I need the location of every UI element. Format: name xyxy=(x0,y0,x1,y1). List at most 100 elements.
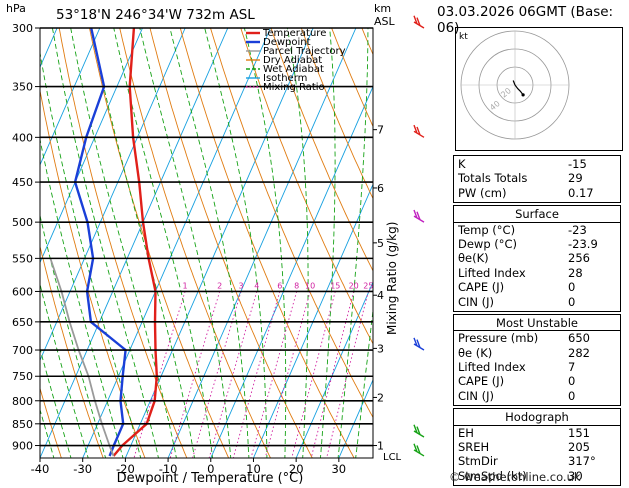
index-value: 0.17 xyxy=(568,186,616,200)
temperature-tick-label: -30 xyxy=(73,462,92,476)
location-label: 53°18'N 246°34'W 732m ASL xyxy=(56,7,255,23)
surface-value: 0 xyxy=(568,295,616,309)
index-value: -15 xyxy=(568,157,616,171)
hodograph-title: Hodograph xyxy=(454,410,620,424)
wind-barb-icon xyxy=(414,338,424,350)
wet-adiabat-line xyxy=(36,28,142,460)
pressure-tick-label: 850 xyxy=(12,418,33,431)
lcl-label: LCL xyxy=(383,452,402,463)
unstable-value: 0 xyxy=(568,374,616,388)
mixing-ratio-label: 20 xyxy=(349,281,359,290)
index-value: 29 xyxy=(568,171,616,185)
hodo-key: SREH xyxy=(458,440,568,454)
pressure-tick-label: 700 xyxy=(12,344,33,357)
unstable-row: CIN (J)0 xyxy=(454,389,620,403)
surface-row: CAPE (J)0 xyxy=(454,280,620,294)
hodo-value: 205 xyxy=(568,440,616,454)
legend-label: Mixing Ratio xyxy=(263,82,325,93)
pressure-tick-label: 550 xyxy=(12,252,33,265)
index-row: PW (cm)0.17 xyxy=(454,186,620,200)
pressure-tick-label: 500 xyxy=(12,216,33,229)
mixing-ratio-label: 4 xyxy=(254,281,259,290)
mixing-ratio-label: 3 xyxy=(239,281,244,290)
index-key: Totals Totals xyxy=(458,171,568,185)
index-key: PW (cm) xyxy=(458,186,568,200)
km-tick-label: 2 xyxy=(377,391,384,404)
hodograph-frame xyxy=(455,27,623,151)
surface-row: θe(K)256 xyxy=(454,251,620,265)
copyright-label: © weatheronline.co.uk xyxy=(449,470,581,484)
wet-adiabat-line xyxy=(114,28,213,460)
mixing-ratio-label: 2 xyxy=(217,281,222,290)
pressure-tick-label: 750 xyxy=(12,370,33,383)
hodo-value: 317° xyxy=(568,454,616,468)
index-key: K xyxy=(458,157,568,171)
wet-adiabat-line xyxy=(205,28,267,460)
unstable-key: CAPE (J) xyxy=(458,374,568,388)
pressure-tick-label: 300 xyxy=(12,22,33,35)
temperature-tick-label: 30 xyxy=(331,462,346,476)
temperature-tick-label: -40 xyxy=(31,462,50,476)
km-tick-label: 1 xyxy=(377,440,384,453)
wind-barb-icon xyxy=(414,425,424,437)
pressure-tick-label: 450 xyxy=(12,176,33,189)
km-tick-label: 5 xyxy=(377,237,384,250)
unstable-key: Pressure (mb) xyxy=(458,331,568,345)
wind-barb-icon xyxy=(414,210,424,222)
km-unit-label: km xyxy=(374,2,391,15)
surface-row: Dewp (°C)-23.9 xyxy=(454,237,620,251)
km-tick-label: 3 xyxy=(377,342,384,355)
pressure-unit-label: hPa xyxy=(6,2,26,15)
most-unstable-title: Most Unstable xyxy=(454,316,620,330)
wind-barb-icon xyxy=(414,16,424,28)
unstable-key: Lifted Index xyxy=(458,360,568,374)
wet-adiabat-line xyxy=(0,28,72,460)
surface-row: CIN (J)0 xyxy=(454,295,620,309)
mixing-ratio-label: 1 xyxy=(183,281,188,290)
mixing-ratio-label: 10 xyxy=(305,281,315,290)
unstable-value: 7 xyxy=(568,360,616,374)
hodo-key: EH xyxy=(458,426,568,440)
surface-key: CAPE (J) xyxy=(458,280,568,294)
unstable-value: 282 xyxy=(568,346,616,360)
x-axis-title: Dewpoint / Temperature (°C) xyxy=(117,471,304,486)
unstable-key: CIN (J) xyxy=(458,389,568,403)
unstable-row: θe (K)282 xyxy=(454,346,620,360)
surface-key: Dewp (°C) xyxy=(458,237,568,251)
isotherm-line xyxy=(82,28,271,460)
asl-unit-label: ASL xyxy=(374,15,396,28)
surface-row: Temp (°C)-23 xyxy=(454,223,620,237)
unstable-key: θe (K) xyxy=(458,346,568,360)
mixing-ratio-label: 6 xyxy=(277,281,282,290)
hodo-value: 151 xyxy=(568,426,616,440)
hodo-key: StmDir xyxy=(458,454,568,468)
pressure-tick-label: 350 xyxy=(12,81,33,94)
surface-value: 28 xyxy=(568,266,616,280)
pressure-tick-label: 650 xyxy=(12,316,33,329)
surface-key: Lifted Index xyxy=(458,266,568,280)
km-tick-label: 6 xyxy=(377,182,384,195)
mixing-ratio-label: 8 xyxy=(294,281,299,290)
wind-barb-icon xyxy=(414,125,424,137)
km-tick-label: 4 xyxy=(377,289,384,302)
surface-key: Temp (°C) xyxy=(458,223,568,237)
unstable-value: 650 xyxy=(568,331,616,345)
pressure-tick-label: 900 xyxy=(12,440,33,453)
unstable-row: Pressure (mb)650 xyxy=(454,331,620,345)
surface-title: Surface xyxy=(454,207,620,221)
surface-value: 256 xyxy=(568,251,616,265)
surface-value: -23 xyxy=(568,223,616,237)
surface-value: -23.9 xyxy=(568,237,616,251)
km-tick-label: 7 xyxy=(377,124,384,137)
mixing-ratio-label: 15 xyxy=(330,281,340,290)
pressure-tick-label: 600 xyxy=(12,285,33,298)
surface-key: θe(K) xyxy=(458,251,568,265)
mixing-ratio-axis-title: Mixing Ratio (g/kg) xyxy=(385,222,399,335)
